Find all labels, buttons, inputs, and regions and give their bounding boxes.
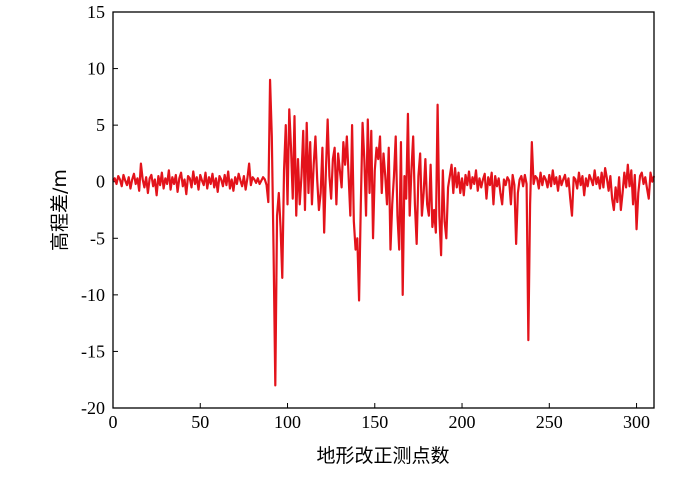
y-axis-title: 高程差/m xyxy=(49,169,71,251)
series-line xyxy=(112,78,656,387)
x-tick-label: 150 xyxy=(361,412,388,432)
tick-labels: 0 50 100 150 200 250 300 -20 -15 -10 -5 0 5 10 15 xyxy=(81,2,650,432)
y-tick-label: 10 xyxy=(87,59,105,79)
x-axis-title: 地形改正测点数 xyxy=(316,445,449,467)
y-tick-label: -5 xyxy=(90,228,105,248)
y-tick-label: -20 xyxy=(81,398,105,418)
x-tick-label: 200 xyxy=(449,412,476,432)
axis-ticks xyxy=(112,11,638,409)
x-tick-label: 0 xyxy=(109,412,118,432)
y-tick-label: -10 xyxy=(81,285,105,305)
x-tick-label: 50 xyxy=(191,412,209,432)
x-tick-label: 300 xyxy=(623,412,650,432)
x-tick-label: 100 xyxy=(274,412,301,432)
y-tick-label: 5 xyxy=(96,115,105,135)
plot-frame xyxy=(112,11,655,409)
y-tick-label: 0 xyxy=(96,172,105,192)
y-tick-label: 15 xyxy=(87,2,105,22)
x-tick-label: 250 xyxy=(536,412,563,432)
y-tick-label: -15 xyxy=(81,341,105,361)
